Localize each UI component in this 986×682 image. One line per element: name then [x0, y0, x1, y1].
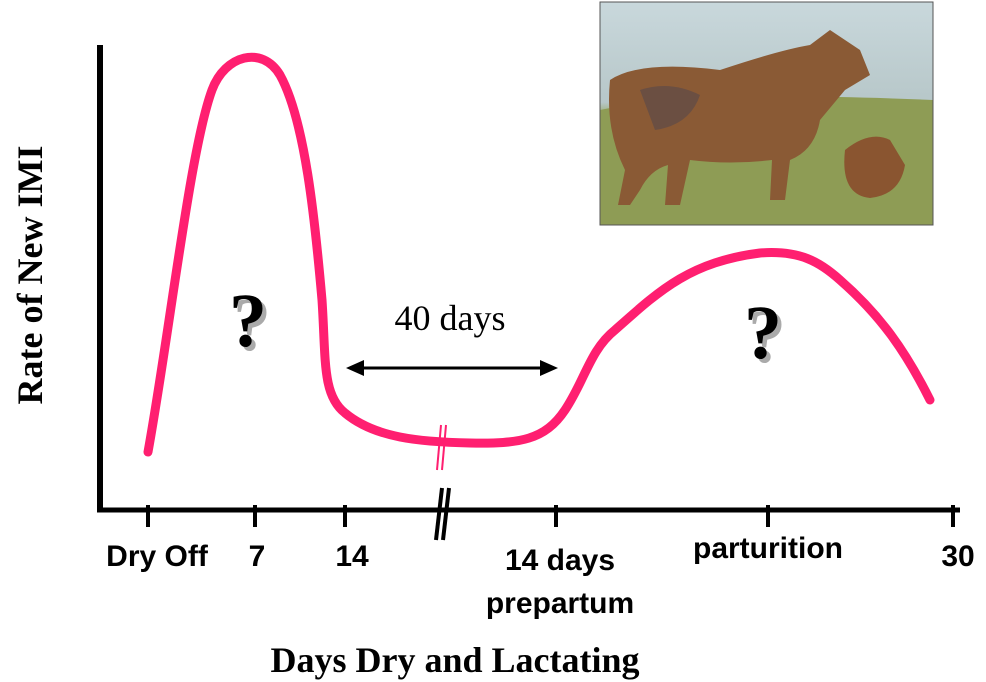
- x-tick-label: prepartum: [486, 587, 634, 620]
- question-mark: ?: [744, 291, 782, 375]
- x-tick-label: parturition: [693, 532, 843, 565]
- curve-break: [437, 425, 446, 470]
- x-tick-label: 30: [941, 540, 974, 573]
- x-tick-label: 7: [249, 540, 266, 573]
- diagram: 40 days ? ? ? ? Dry Off 7 14 14 days pre…: [0, 0, 986, 682]
- axis-break: [436, 488, 449, 540]
- x-tick-label: Dry Off: [106, 540, 209, 573]
- cow-picture: [600, 2, 933, 225]
- x-axis-title: Days Dry and Lactating: [270, 640, 639, 680]
- interval-arrow: [346, 360, 558, 376]
- y-axis-title: Rate of New IMI: [10, 146, 50, 405]
- question-mark: ?: [229, 279, 267, 363]
- x-tick-label: 14 days: [505, 544, 615, 577]
- interval-label: 40 days: [395, 298, 506, 338]
- x-tick-label: 14: [335, 540, 369, 573]
- page: 40 days ? ? ? ? Dry Off 7 14 14 days pre…: [0, 0, 986, 682]
